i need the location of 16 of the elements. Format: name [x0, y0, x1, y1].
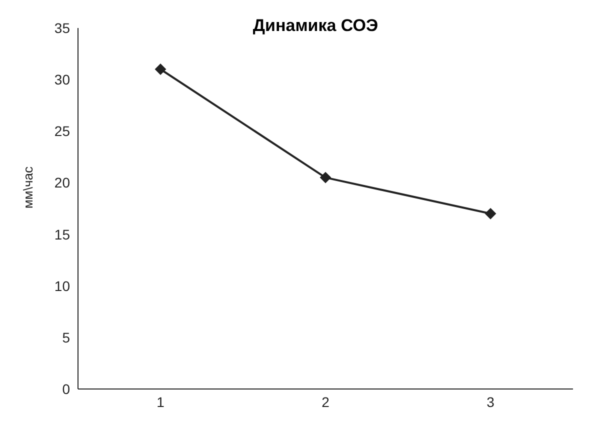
y-tick-label: 25 — [54, 123, 70, 140]
y-tick-label: 0 — [62, 380, 70, 397]
chart-title: Динамика СОЭ — [252, 16, 378, 35]
y-tick-label: 20 — [54, 174, 70, 191]
y-axis-title: мм\час — [20, 166, 36, 208]
y-tick-label: 15 — [54, 226, 70, 242]
point — [155, 64, 166, 75]
x-tick-label: 1 — [156, 394, 165, 410]
y-tick-label: 30 — [54, 72, 70, 88]
y-tick-label: 5 — [62, 329, 70, 346]
point — [320, 172, 331, 184]
x-tick-label: 2 — [322, 394, 330, 410]
x-tick-label: 3 — [486, 394, 495, 410]
y-tick-label: 10 — [54, 278, 70, 294]
point — [485, 208, 496, 220]
y-tick-label: 35 — [54, 20, 70, 36]
